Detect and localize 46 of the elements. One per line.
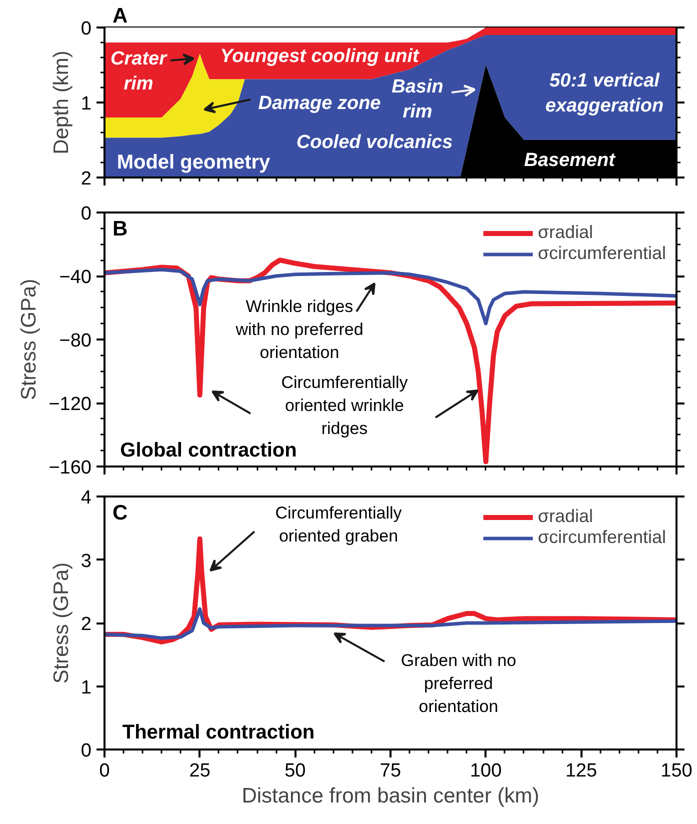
chart-title: C [112, 502, 128, 524]
legend-label: σcircumferential [538, 243, 666, 264]
annotation: Youngest cooling unit [220, 46, 420, 67]
y-tick-label: −80 [59, 330, 92, 352]
chart-title: A [112, 4, 128, 28]
annotation: Circumferentially oriented wrinkle ridges [281, 373, 408, 438]
annotation: Thermal contraction [122, 722, 315, 744]
x-tick-label: 150 [660, 760, 692, 782]
x-tick-label: 125 [565, 760, 598, 782]
y-tick-label: 0 [80, 204, 92, 224]
y-tick-label: −40 [59, 267, 92, 288]
annotation: Damage zone [258, 93, 382, 114]
legend-label: σradial [538, 222, 593, 243]
annotation: Model geometry [116, 152, 272, 174]
x-tick-label: 75 [380, 760, 402, 782]
annotation: Global contraction [120, 440, 297, 462]
annotation: Graben with no preferred orientation [400, 651, 516, 716]
y-tick-label: 2 [80, 168, 92, 190]
annotation: Wrinkle ridges with no preferred orientation [234, 297, 364, 362]
legend-label: σcircumferential [538, 527, 666, 548]
y-tick-label: 1 [80, 94, 92, 114]
y-tick-label: 3 [80, 550, 92, 572]
y-axis-title: Stress (GPa) [18, 278, 41, 400]
annotation: Crater rim [110, 48, 168, 95]
y-tick-label: −120 [48, 394, 92, 415]
chart-title: B [112, 218, 128, 240]
y-tick-label: 1 [80, 677, 92, 698]
annotation: Cooled volcanics [296, 132, 453, 153]
y-tick-label: 0 [80, 18, 92, 40]
x-tick-label: 0 [99, 760, 110, 782]
y-tick-label: 2 [80, 614, 92, 635]
x-axis-title: Distance from basin center (km) [242, 784, 540, 808]
y-tick-label: 0 [80, 740, 92, 762]
y-axis-title: Stress (GPa) [50, 562, 73, 684]
annotation: Basement [524, 150, 616, 171]
legend-label: σradial [538, 506, 593, 527]
y-axis-title: Depth (km) [50, 50, 73, 154]
line-series [104, 607, 676, 640]
x-tick-label: 25 [189, 760, 210, 782]
y-tick-label: 4 [80, 488, 92, 508]
annotation: 50:1 vertical exaggeration [545, 70, 664, 117]
y-tick-label: −160 [48, 458, 92, 478]
x-tick-label: 50 [284, 760, 306, 782]
annotation: Circumferentially oriented graben [275, 504, 402, 546]
x-tick-label: 100 [470, 760, 502, 782]
annotation: Basin rim [392, 76, 444, 123]
